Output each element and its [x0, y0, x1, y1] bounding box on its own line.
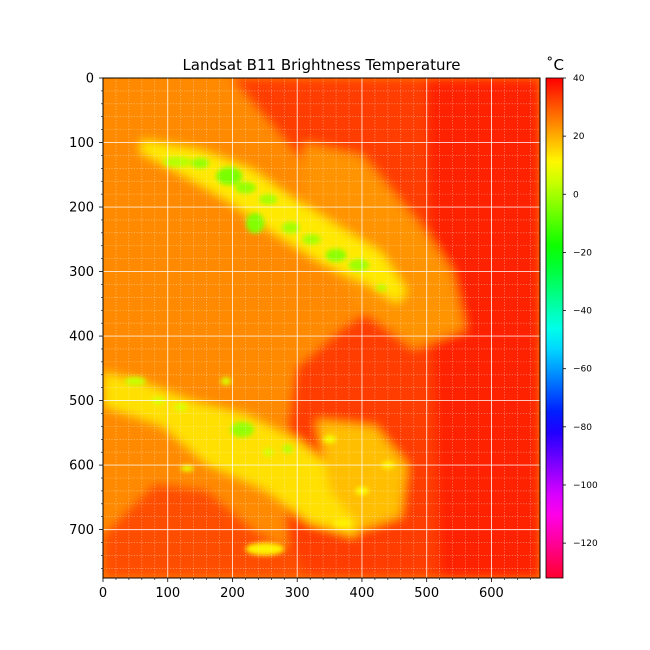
heatmap-cold-spot [376, 284, 387, 291]
colorbar-tick-label: −100 [573, 481, 598, 491]
x-tick-label: 600 [479, 586, 504, 601]
heatmap-region [138, 139, 408, 304]
heatmap-cold-spot [163, 156, 192, 168]
colorbar-tick-label: −60 [573, 365, 592, 375]
heatmap-image [103, 78, 540, 578]
heatmap-cold-spot [246, 212, 265, 234]
y-tick-label: 700 [69, 523, 94, 538]
colorbar-tick-label: −20 [573, 248, 592, 258]
grid [103, 78, 540, 578]
colorbar-tick-label: −80 [573, 423, 592, 433]
colorbar-tick-label: −120 [573, 539, 598, 549]
heatmap-cold-spot [124, 376, 146, 386]
heatmap-cold-spot [348, 259, 370, 271]
y-tick-label: 100 [69, 136, 94, 151]
heatmap-cold-spot [191, 158, 210, 169]
y-tick-label: 600 [69, 459, 94, 474]
colorbar-ticks: 40 20 0 −20 −40 −60 −80 −100 −120 [563, 74, 598, 549]
heatmap-cold-spot [333, 519, 352, 528]
y-tick-label: 400 [69, 330, 94, 345]
y-tick-label: 500 [69, 394, 94, 409]
x-tick-label: 0 [99, 586, 107, 601]
heatmap-cold-spot [323, 435, 337, 444]
x-tick-label: 200 [220, 586, 245, 601]
plot-frame [102, 77, 541, 579]
x-tick-label: 100 [155, 586, 180, 601]
heatmap-cold-spot [282, 444, 293, 454]
heatmap-cold-spot [262, 448, 274, 457]
heatmap-region [426, 78, 540, 578]
chart-title: Landsat B11 Brightness Temperature [182, 56, 460, 74]
heatmap-cold-spot [259, 194, 278, 205]
heatmap-cold-spot [174, 403, 188, 411]
heatmap-cold-spot [281, 221, 300, 234]
y-tick-label: 0 [86, 72, 94, 87]
heatmap-cold-spot [180, 465, 194, 472]
colorbar-unit-label: ˚C [546, 56, 564, 74]
axes: 0 100 200 300 400 500 600 0 100 200 300 400 500 600 70… [69, 72, 531, 601]
heatmap-cold-spot [230, 421, 254, 438]
x-tick-label: 300 [285, 586, 310, 601]
heatmap-cold-spot [216, 167, 243, 186]
x-tick-label: 400 [350, 586, 375, 601]
x-tick-label: 500 [414, 586, 439, 601]
heatmap-cold-spot [302, 234, 321, 245]
heatmap-cold-spot [245, 542, 285, 556]
colorbar-gradient [545, 77, 564, 579]
heatmap-cold-spot [220, 377, 232, 386]
colorbar-tick-label: 0 [573, 190, 579, 200]
colorbar-tick-label: 20 [573, 132, 585, 142]
colorbar: ˚C 40 20 0 −20 −40 −60 −80 −100 −120 [545, 56, 598, 579]
y-tick-label: 200 [69, 201, 94, 216]
colorbar-tick-label: −40 [573, 307, 592, 317]
y-tick-label: 300 [69, 265, 94, 280]
colorbar-tick-label: 40 [573, 74, 585, 84]
